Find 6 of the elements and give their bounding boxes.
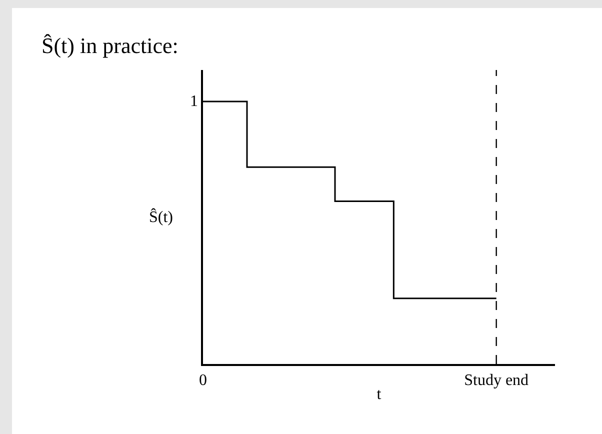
x-tick-label: Study end xyxy=(464,372,529,389)
y-axis-title: Ŝ(t) xyxy=(149,208,173,226)
text: 1 xyxy=(190,93,198,110)
x-axis-title: t xyxy=(376,386,382,404)
x-tick-label: 0 xyxy=(199,372,207,389)
chart-title: Ŝ(t) in practice: xyxy=(42,33,178,58)
